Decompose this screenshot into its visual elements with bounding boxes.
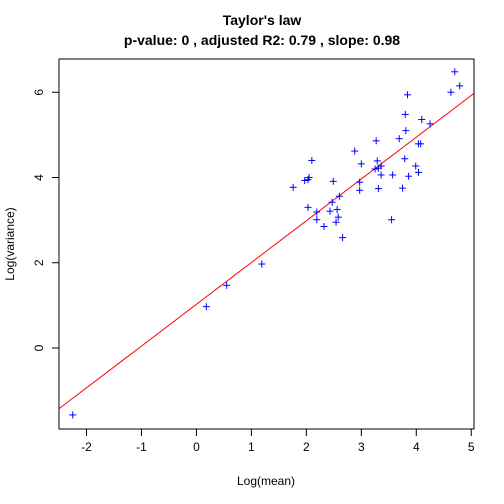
data-point: [329, 177, 337, 185]
data-point: [373, 157, 381, 165]
data-point: [402, 127, 410, 135]
data-point: [202, 303, 210, 311]
x-tick-label: 3: [358, 440, 365, 454]
data-point: [333, 205, 341, 213]
y-tick-label: 4: [32, 174, 46, 181]
data-point: [301, 176, 309, 184]
x-axis-label: Log(mean): [237, 474, 295, 488]
x-tick-label: 0: [193, 440, 200, 454]
data-point: [332, 218, 340, 226]
data-point: [412, 162, 420, 170]
regression-line: [59, 92, 474, 410]
plot-frame: [58, 58, 475, 430]
data-point: [399, 184, 407, 192]
data-point: [335, 192, 343, 200]
x-tick-label: -2: [81, 440, 92, 454]
data-point: [418, 116, 426, 124]
data-point: [401, 155, 409, 163]
chart-subtitle: p-value: 0 , adjusted R2: 0.79 , slope: …: [124, 32, 400, 48]
data-point: [372, 137, 380, 145]
data-points: [69, 68, 464, 419]
data-point: [356, 186, 364, 194]
data-point: [356, 178, 364, 186]
data-point: [289, 183, 297, 191]
x-tick-label: 5: [468, 440, 475, 454]
chart-title: Taylor's law: [223, 12, 302, 28]
data-point: [258, 260, 266, 268]
data-point: [371, 165, 379, 173]
data-point: [223, 281, 231, 289]
data-point: [414, 168, 422, 176]
x-tick-label: 2: [303, 440, 310, 454]
data-point: [308, 156, 316, 164]
data-point: [389, 171, 397, 179]
data-point: [357, 160, 365, 168]
data-point: [313, 208, 321, 216]
data-point: [320, 223, 328, 231]
data-point: [401, 110, 409, 118]
data-point: [305, 174, 313, 182]
data-point: [456, 82, 464, 90]
data-point: [313, 216, 321, 224]
data-point: [395, 135, 403, 143]
data-point: [417, 140, 425, 148]
data-point: [69, 411, 77, 419]
x-tick-label: 4: [413, 440, 420, 454]
data-point: [388, 216, 396, 224]
y-tick-label: 0: [32, 344, 46, 351]
y-tick-label: 6: [32, 89, 46, 96]
data-point: [351, 147, 359, 155]
data-point: [447, 88, 455, 96]
data-point: [304, 203, 312, 211]
data-point: [403, 91, 411, 99]
x-axis: -2 -1 0 1 2 3 4 5: [81, 429, 475, 454]
data-point: [451, 68, 459, 76]
y-axis: 0 2 4 6: [32, 89, 59, 351]
data-point: [339, 234, 347, 242]
data-point: [426, 120, 434, 128]
data-point: [374, 185, 382, 193]
data-point: [334, 213, 342, 221]
data-point: [377, 162, 385, 170]
data-point: [405, 172, 413, 180]
y-axis-label: Log(variance): [3, 207, 17, 280]
y-tick-label: 2: [32, 259, 46, 266]
x-tick-label: 1: [248, 440, 255, 454]
plot-area: [58, 58, 475, 430]
data-point: [328, 198, 336, 206]
data-point: [326, 207, 334, 215]
data-point: [377, 171, 385, 179]
x-tick-label: -1: [136, 440, 147, 454]
